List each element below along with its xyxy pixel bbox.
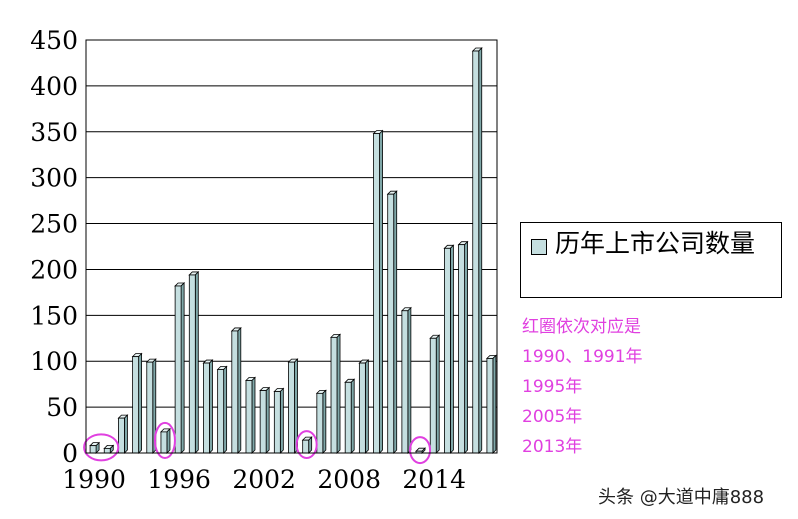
note-line-4: 2005年 [522,407,583,427]
note-line-5: 2013年 [522,437,583,457]
y-tick-label: 350 [30,118,78,147]
bar [400,306,412,454]
y-axis-ticks: 0 50 100 150 200 250 300 350 400 450 [30,26,78,468]
bar [174,281,186,454]
bar [315,389,327,454]
bar [415,447,427,454]
y-tick-label: 100 [30,347,78,376]
y-tick-label: 50 [46,393,78,422]
plot-frame [85,39,498,454]
bar [117,414,129,454]
x-tick-label: 2008 [317,465,381,494]
highlight-circle [409,436,432,465]
y-tick-label: 450 [30,26,78,55]
legend: 历年上市公司数量 [520,222,782,298]
x-tick-label: 1996 [147,465,211,494]
bar [443,244,455,454]
annotation-note: 红圈依次对应是 1990、1991年 1995年 2005年 2013年 [522,312,643,462]
y-tick-label: 150 [30,301,78,330]
legend-label: 历年上市公司数量 [555,229,756,258]
bar [301,436,313,454]
x-tick-label: 2014 [402,465,466,494]
bar [287,358,299,454]
x-tick-label: 1990 [62,465,126,494]
y-tick-label: 250 [30,210,78,239]
highlight-circle [295,430,318,460]
bar [330,333,341,454]
bar [457,240,469,454]
note-line-1: 红圈依次对应是 [522,317,641,337]
bar [230,326,242,454]
bar [386,190,398,454]
bar [471,47,483,454]
bar [429,334,441,454]
bars [89,47,497,454]
highlight-circle [83,433,120,462]
bar [344,378,356,454]
bar [358,359,370,454]
y-tick-label: 400 [30,72,78,101]
legend-swatch [531,239,547,255]
bar [159,427,171,454]
bar [89,441,101,454]
watermark: 头条 @大道中庸888 [598,487,765,508]
y-tick-label: 300 [30,164,78,193]
highlight-circle [153,421,176,460]
x-tick-label: 2002 [232,465,296,494]
bar [103,444,115,454]
bar [485,354,497,454]
y-tick-label: 200 [30,255,78,284]
bar [273,387,285,454]
bar [202,359,214,454]
bar [372,129,384,454]
x-axis-ticks: 1990 1996 2002 2008 2014 [62,465,466,494]
note-line-3: 1995年 [522,377,583,397]
y-tick-label: 0 [62,439,78,468]
highlight-circles [83,421,432,465]
bar [188,270,200,454]
bar [245,376,256,454]
bar [259,386,271,454]
bar [216,365,228,454]
bar [131,352,143,454]
note-line-2: 1990、1991年 [522,347,643,367]
